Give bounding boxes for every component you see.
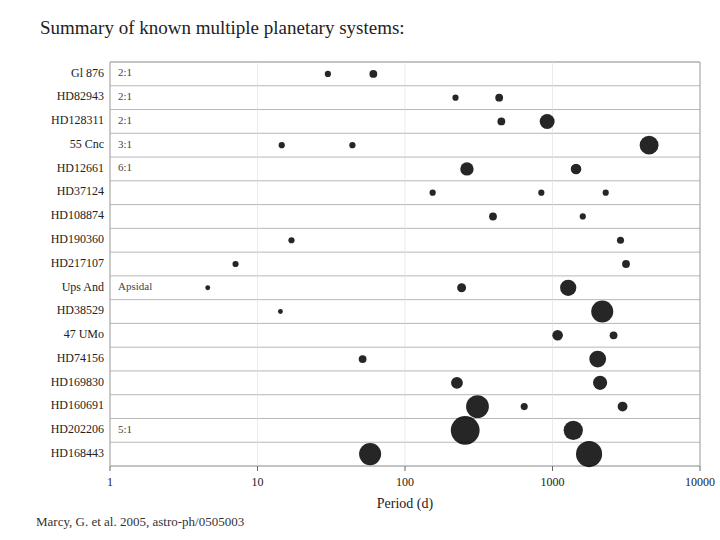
x-tick-guide — [700, 62, 701, 466]
axis-line — [700, 62, 701, 466]
x-tick-label: 100 — [396, 475, 414, 489]
planet-dot — [593, 376, 607, 390]
planet-dot — [232, 261, 238, 267]
planet-dot — [452, 95, 458, 101]
planet-dot — [540, 114, 555, 129]
planet-dot — [489, 213, 497, 221]
row-label: 2:1 — [118, 90, 132, 102]
planet-dot — [521, 403, 528, 410]
planet-dot — [552, 330, 563, 341]
x-tick — [110, 466, 111, 471]
category-label: HD217107 — [51, 256, 104, 270]
category-label: HD202206 — [51, 422, 104, 436]
x-tick-guide — [257, 62, 258, 466]
planet-dot — [538, 190, 544, 196]
planet-dot — [460, 162, 473, 175]
category-label: HD38529 — [57, 303, 104, 317]
x-tick — [405, 466, 406, 471]
category-label: Gl 876 — [71, 66, 104, 80]
planet-dot — [560, 280, 576, 296]
category-label: HD108874 — [51, 208, 104, 222]
x-tick-guide — [405, 62, 406, 466]
planet-dot — [618, 402, 628, 412]
chart: Summary of known multiple planetary syst… — [0, 0, 720, 540]
planet-dot — [457, 283, 466, 292]
planet-dot — [576, 441, 602, 467]
x-tick — [257, 466, 258, 471]
planet-dot — [369, 70, 377, 78]
planet-dot — [359, 443, 381, 465]
planet-dot — [617, 237, 624, 244]
x-tick-label: 1000 — [541, 475, 565, 489]
title: Summary of known multiple planetary syst… — [40, 17, 405, 38]
category-label: HD190360 — [51, 232, 104, 246]
row-label: 3:1 — [118, 138, 132, 150]
planet-dot — [580, 213, 586, 219]
axis-line — [110, 62, 111, 466]
planet-dot — [497, 118, 505, 126]
planet-dot — [288, 237, 294, 243]
category-label: HD168443 — [51, 446, 104, 460]
category-label: HD82943 — [57, 89, 104, 103]
planet-dot — [279, 142, 285, 148]
planet-dot — [451, 377, 463, 389]
row-label: 2:1 — [118, 114, 132, 126]
category-label: Ups And — [62, 280, 104, 294]
category-label: HD12661 — [57, 161, 104, 175]
planet-dot — [349, 142, 355, 148]
planet-dot — [325, 71, 331, 77]
points — [205, 70, 658, 467]
category-label: 55 Cnc — [70, 137, 104, 151]
planet-dot — [451, 416, 480, 445]
planet-dot — [495, 94, 503, 102]
row-label: 5:1 — [118, 423, 132, 435]
category-label: HD169830 — [51, 375, 104, 389]
category-label: 47 UMo — [64, 327, 104, 341]
category-label: HD37124 — [57, 184, 104, 198]
x-axis-label: Period (d) — [377, 496, 434, 512]
citation: Marcy, G. et al. 2005, astro-ph/0505003 — [36, 514, 244, 529]
x-tick-label: 10 — [252, 475, 264, 489]
planet-dot — [591, 301, 613, 323]
planet-dot — [610, 331, 618, 339]
row-label: Apsidal — [118, 280, 152, 292]
x-tick-guide — [110, 62, 111, 466]
planet-dot — [603, 190, 609, 196]
planet-dot — [564, 421, 583, 440]
x-tick — [700, 466, 701, 471]
category-label: HD74156 — [57, 351, 104, 365]
category-label: HD160691 — [51, 398, 104, 412]
planet-dot — [466, 395, 489, 418]
planet-dot — [278, 309, 283, 314]
planet-dot — [359, 355, 367, 363]
x-tick-label: 10000 — [685, 475, 715, 489]
planet-dot — [205, 285, 210, 290]
planet-dot — [571, 164, 582, 175]
planet-dot — [430, 190, 436, 196]
planet-dot — [589, 351, 606, 368]
x-tick-label: 1 — [107, 475, 113, 489]
x-tick — [552, 466, 553, 471]
row-label: 6:1 — [118, 161, 132, 173]
row-label: 2:1 — [118, 66, 132, 78]
category-label: HD128311 — [51, 113, 104, 127]
planet-dot — [622, 260, 630, 268]
planet-dot — [640, 136, 659, 155]
